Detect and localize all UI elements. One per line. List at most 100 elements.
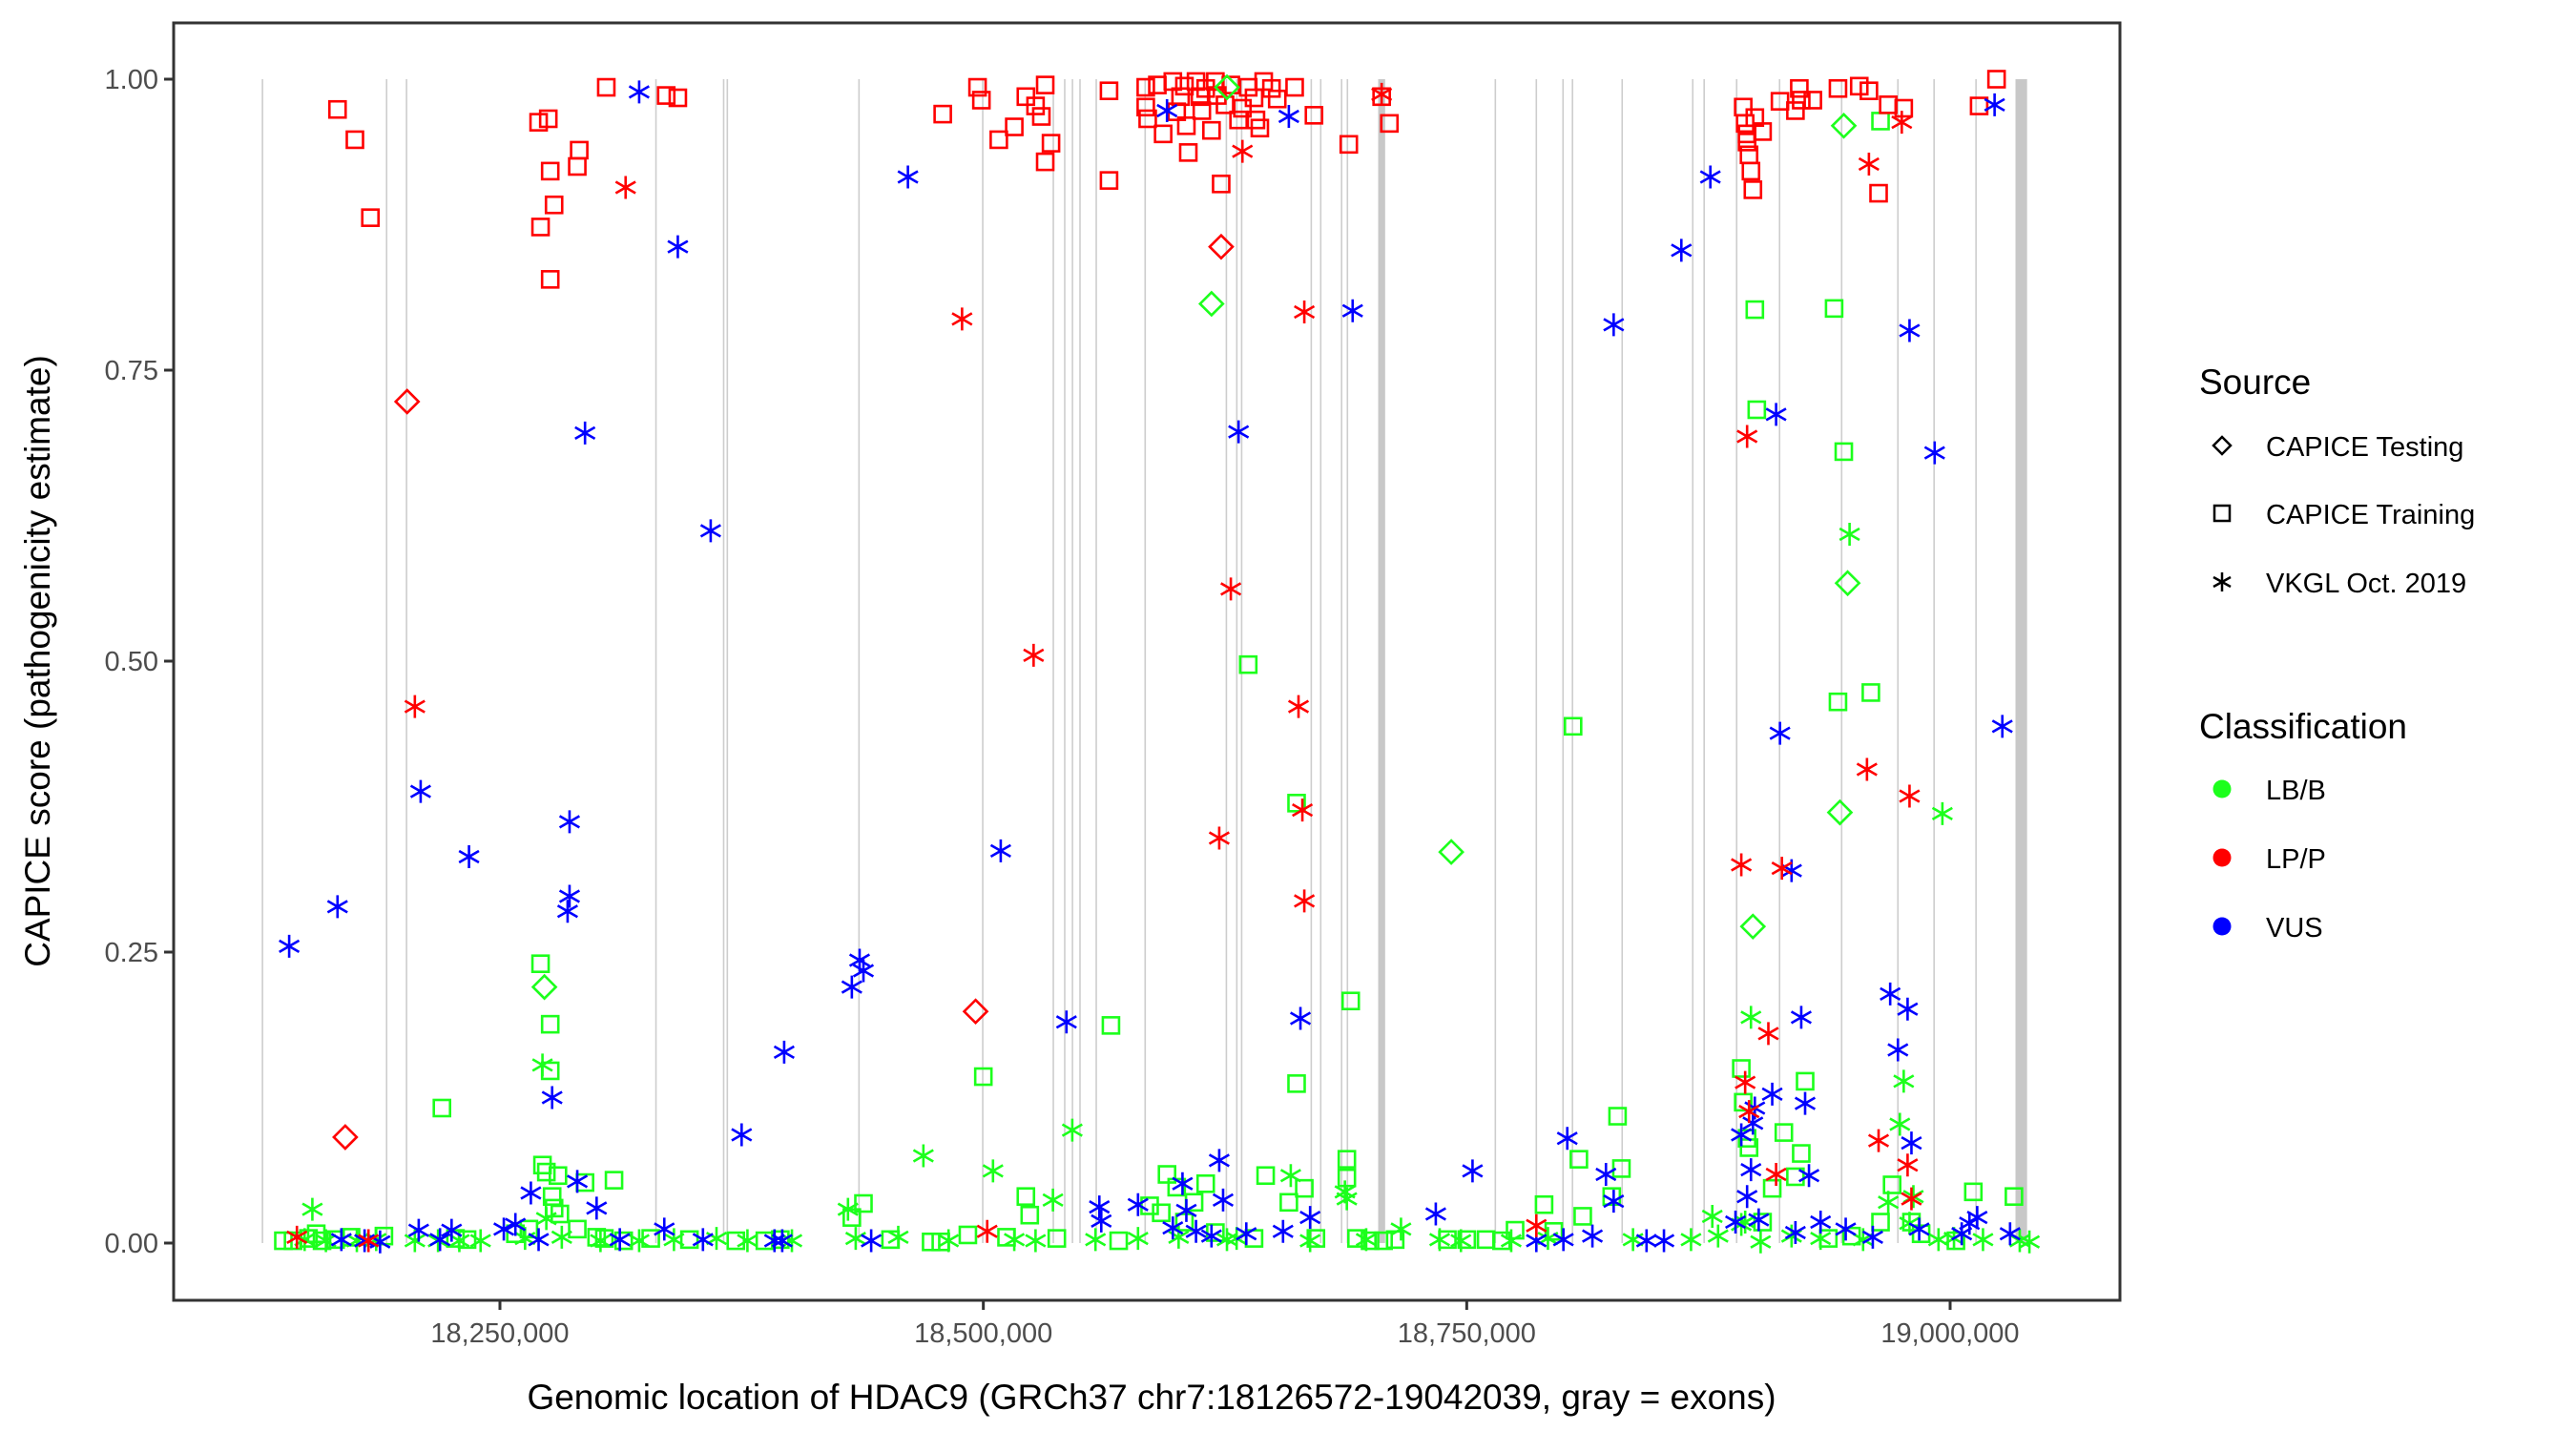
data-point-square <box>536 1162 556 1182</box>
data-point-square <box>538 109 558 129</box>
data-point-asterisk <box>1701 1204 1723 1228</box>
data-point-square <box>568 156 587 176</box>
data-point-asterisk <box>1897 997 1919 1021</box>
data-point-square <box>679 1230 699 1250</box>
data-point-square <box>1153 124 1173 144</box>
data-point-asterisk <box>1798 1164 1820 1188</box>
data-point-square <box>1762 1178 1782 1198</box>
data-point-square <box>1099 81 1119 100</box>
data-point-square <box>1745 300 1765 320</box>
data-point-square <box>1534 1194 1554 1214</box>
data-point-square <box>842 1208 862 1227</box>
data-point-square <box>1136 77 1155 97</box>
data-point-square <box>1743 180 1763 199</box>
data-point-asterisk <box>1055 1010 1077 1034</box>
exon-line <box>1692 79 1694 1243</box>
data-point-asterisk <box>938 1229 960 1253</box>
data-point-asterisk <box>1680 1228 1702 1252</box>
exon-line <box>722 79 725 1243</box>
data-point-square <box>1374 1231 1393 1251</box>
data-point-asterisk <box>586 1196 608 1220</box>
data-point-asterisk <box>567 1170 589 1193</box>
legend-label: CAPICE Training <box>2266 500 2475 530</box>
data-point-square <box>1026 96 1046 115</box>
data-point-asterisk <box>1526 1213 1548 1237</box>
data-point-asterisk <box>2019 1230 2041 1254</box>
data-point-asterisk <box>1582 1224 1604 1248</box>
data-point-asterisk <box>1220 577 1242 601</box>
data-point-asterisk <box>982 1159 1004 1183</box>
data-point-asterisk <box>1736 425 1758 448</box>
data-point-asterisk <box>1292 798 1314 822</box>
exon-line <box>982 79 984 1243</box>
legend-label: LP/P <box>2266 844 2326 875</box>
data-point-asterisk <box>407 1218 429 1242</box>
data-point-asterisk <box>1424 1202 1446 1226</box>
data-point-asterisk <box>574 421 596 445</box>
data-point-asterisk <box>520 1181 542 1205</box>
data-point-square <box>1753 122 1773 141</box>
data-point-asterisk <box>976 1219 998 1243</box>
data-point-asterisk <box>1603 1190 1625 1213</box>
data-point-asterisk <box>1212 1188 1235 1212</box>
legend-source: Source CAPICE Testing CAPICE Training VK… <box>2199 363 2475 599</box>
exon-line <box>1933 79 1935 1243</box>
data-point-square <box>1608 1107 1628 1126</box>
y-axis-title: CAPICE score (pathogenicity estimate) <box>18 355 57 967</box>
data-point-square <box>1796 1071 1815 1091</box>
data-point-asterisk <box>692 1228 714 1252</box>
data-point-asterisk <box>1856 757 1878 781</box>
data-point-asterisk <box>663 1228 685 1252</box>
data-point-asterisk <box>1867 1129 1890 1152</box>
data-point-asterisk <box>1769 721 1791 745</box>
data-point-diamond <box>1197 290 1225 318</box>
exon-line <box>1778 79 1781 1243</box>
data-point-asterisk <box>1061 1118 1083 1142</box>
data-point-square <box>1136 97 1155 117</box>
data-point-square <box>1192 101 1212 120</box>
data-point-square <box>1109 1231 1129 1251</box>
data-point-square <box>1828 692 1848 712</box>
data-point-diamond <box>530 973 558 1001</box>
data-point-asterisk <box>1294 889 1316 913</box>
data-point-asterisk <box>1428 1228 1451 1252</box>
data-point-square <box>1882 1175 1901 1194</box>
data-point-square <box>1138 109 1157 129</box>
legend-item-lpp: LP/P <box>2212 844 2326 875</box>
data-point-square <box>1786 1167 1805 1187</box>
data-point-square <box>1969 96 1989 115</box>
x-axis-title: Genomic location of HDAC9 (GRCh37 chr7:1… <box>527 1378 1776 1417</box>
data-point-square <box>327 99 347 119</box>
exon-line <box>1064 79 1066 1243</box>
data-point-square <box>1339 135 1359 155</box>
data-point-asterisk <box>1175 1198 1197 1222</box>
legend-item-vus: VUS <box>2212 913 2323 944</box>
data-point-asterisk <box>531 1053 553 1077</box>
data-point-square <box>1986 70 2006 89</box>
data-point-square <box>345 130 364 150</box>
exon-line <box>1735 79 1738 1243</box>
x-tick-label: 19,000,000 <box>1880 1318 2019 1349</box>
data-point-asterisk <box>1552 1228 1574 1252</box>
legend-item-vkgl: VKGL Oct. 2019 <box>2212 569 2466 599</box>
data-point-asterisk <box>1784 1221 1806 1245</box>
data-point-asterisk <box>1899 784 1921 808</box>
data-point-square <box>989 130 1008 150</box>
data-point-asterisk <box>887 1225 909 1249</box>
data-point-asterisk <box>1878 1191 1900 1214</box>
data-point-asterisk <box>951 307 973 331</box>
exon-line <box>385 79 388 1243</box>
exon-line <box>1095 79 1097 1243</box>
exon-line <box>1703 79 1705 1243</box>
data-point-square <box>596 77 616 97</box>
data-point-square <box>1611 1159 1631 1178</box>
data-point-square <box>2005 1187 2024 1206</box>
data-point-asterisk <box>1336 1187 1358 1211</box>
exon-line <box>1897 79 1900 1243</box>
exon-line <box>858 79 861 1243</box>
data-point-square <box>1020 1205 1040 1225</box>
data-point-square <box>1824 299 1844 319</box>
asterisk-icon <box>2212 572 2232 591</box>
data-point-square <box>312 1231 332 1251</box>
